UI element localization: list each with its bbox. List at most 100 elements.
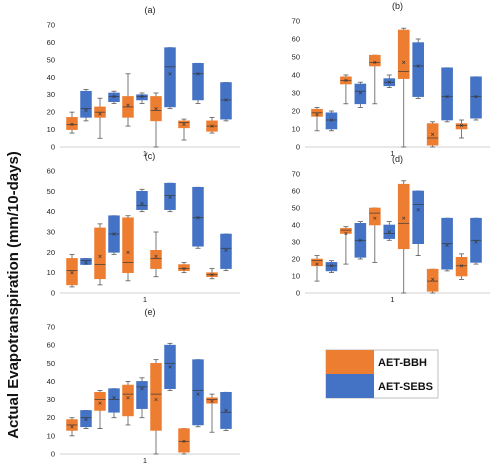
mean-marker	[402, 216, 406, 220]
mean-marker	[373, 60, 377, 65]
y-tick-label: 50	[47, 359, 55, 368]
box-bbh	[150, 359, 162, 455]
y-tick-label: 40	[47, 377, 55, 386]
mean-marker	[182, 122, 186, 126]
box-sebs	[220, 233, 232, 272]
mean-marker	[168, 195, 172, 200]
box-sebs	[325, 110, 338, 132]
box-body	[122, 217, 134, 273]
y-tick-label: 50	[292, 53, 300, 62]
panel-e: (e) 0 10 20 30 40 50 60 70 1	[47, 307, 240, 464]
mean-marker	[168, 72, 172, 76]
mean-marker	[98, 112, 102, 116]
mean-marker	[210, 273, 214, 277]
box-body	[206, 397, 218, 404]
y-tick-label: 50	[47, 187, 55, 196]
mean-marker	[70, 425, 74, 429]
mean-marker	[402, 60, 406, 65]
box-bbh	[66, 417, 78, 437]
box-sebs	[441, 217, 453, 272]
y-tick-label: 40	[292, 71, 300, 80]
y-tick-label: 40	[47, 207, 55, 216]
panel-a: (a) 0 10 20 30 40 50 60 70 1	[47, 5, 240, 158]
y-tick-label: 30	[47, 395, 55, 404]
box-sebs	[164, 47, 176, 110]
box-body	[122, 384, 134, 417]
box-sebs	[354, 221, 367, 260]
box-body	[220, 82, 232, 120]
box-sebs	[136, 377, 148, 419]
y-axis-label: Actual Evapotranspiration (mm/10-days)	[5, 151, 22, 439]
panel-d: (d) 0 10 20 30 40 50 60 70 1	[292, 154, 490, 304]
y-tick-label: 20	[47, 248, 55, 257]
box-body	[412, 42, 424, 97]
box-bbh	[369, 54, 381, 105]
mean-marker	[459, 264, 464, 268]
box-bbh	[397, 27, 410, 148]
box-sebs	[80, 89, 92, 122]
y-tick-label: 10	[47, 268, 55, 277]
mean-marker	[196, 216, 200, 220]
mean-marker	[329, 118, 334, 122]
box-sebs	[412, 38, 424, 99]
box-sebs	[192, 359, 204, 428]
y-tick-label: 60	[47, 341, 55, 350]
mean-marker	[154, 397, 158, 402]
box-sebs	[164, 342, 176, 391]
box-bbh	[122, 381, 134, 426]
y-tick-label: 30	[47, 228, 55, 237]
box-sebs	[80, 258, 92, 265]
mean-marker	[126, 396, 130, 400]
box-body	[397, 183, 410, 250]
mean-marker	[182, 266, 186, 271]
mean-marker	[210, 399, 214, 403]
box-body	[136, 94, 148, 101]
y-tick-label: 60	[47, 167, 55, 176]
box-sebs	[136, 188, 148, 213]
y-tick-label: 70	[47, 21, 55, 30]
box-body	[108, 92, 120, 102]
mean-marker	[126, 250, 130, 254]
mean-marker	[140, 94, 144, 99]
box-body	[136, 381, 148, 409]
box-body	[66, 258, 78, 286]
box-bbh	[66, 253, 78, 288]
mean-marker	[84, 417, 88, 422]
box-body	[150, 362, 162, 431]
x-tick-label: 1	[143, 295, 147, 304]
y-tick-label: 70	[292, 170, 300, 179]
box-bbh	[340, 74, 352, 105]
mean-marker	[98, 401, 102, 405]
box-sebs	[441, 67, 453, 123]
box-bbh	[122, 215, 134, 282]
y-tick-label: 20	[292, 107, 300, 116]
y-tick-label: 10	[47, 125, 55, 134]
legend: AET-BBH AET-SEBS	[325, 349, 439, 399]
box-body	[369, 54, 381, 67]
mean-marker	[154, 254, 158, 259]
box-bbh	[340, 226, 352, 265]
mean-marker	[70, 271, 74, 275]
box-bbh	[94, 223, 106, 286]
mean-marker	[140, 201, 144, 206]
box-body	[325, 112, 338, 130]
mean-marker	[431, 277, 435, 282]
box-sebs	[220, 391, 232, 431]
mean-marker	[224, 408, 228, 413]
mean-marker	[416, 208, 420, 212]
box-body	[220, 233, 232, 269]
y-tick-label: 40	[292, 221, 300, 230]
mean-marker	[431, 132, 435, 137]
x-tick-label: 1	[390, 149, 394, 158]
box-sebs	[192, 62, 204, 104]
panel-c: (c) 0 10 20 30 40 50 60 1	[47, 151, 240, 304]
box-body	[80, 258, 92, 265]
box-body	[94, 392, 106, 411]
box-bbh	[455, 119, 468, 139]
mean-marker	[344, 78, 348, 83]
y-tick-label: 0	[296, 143, 300, 152]
box-bbh	[369, 207, 381, 263]
mean-marker	[210, 124, 214, 128]
mean-marker	[459, 123, 464, 128]
